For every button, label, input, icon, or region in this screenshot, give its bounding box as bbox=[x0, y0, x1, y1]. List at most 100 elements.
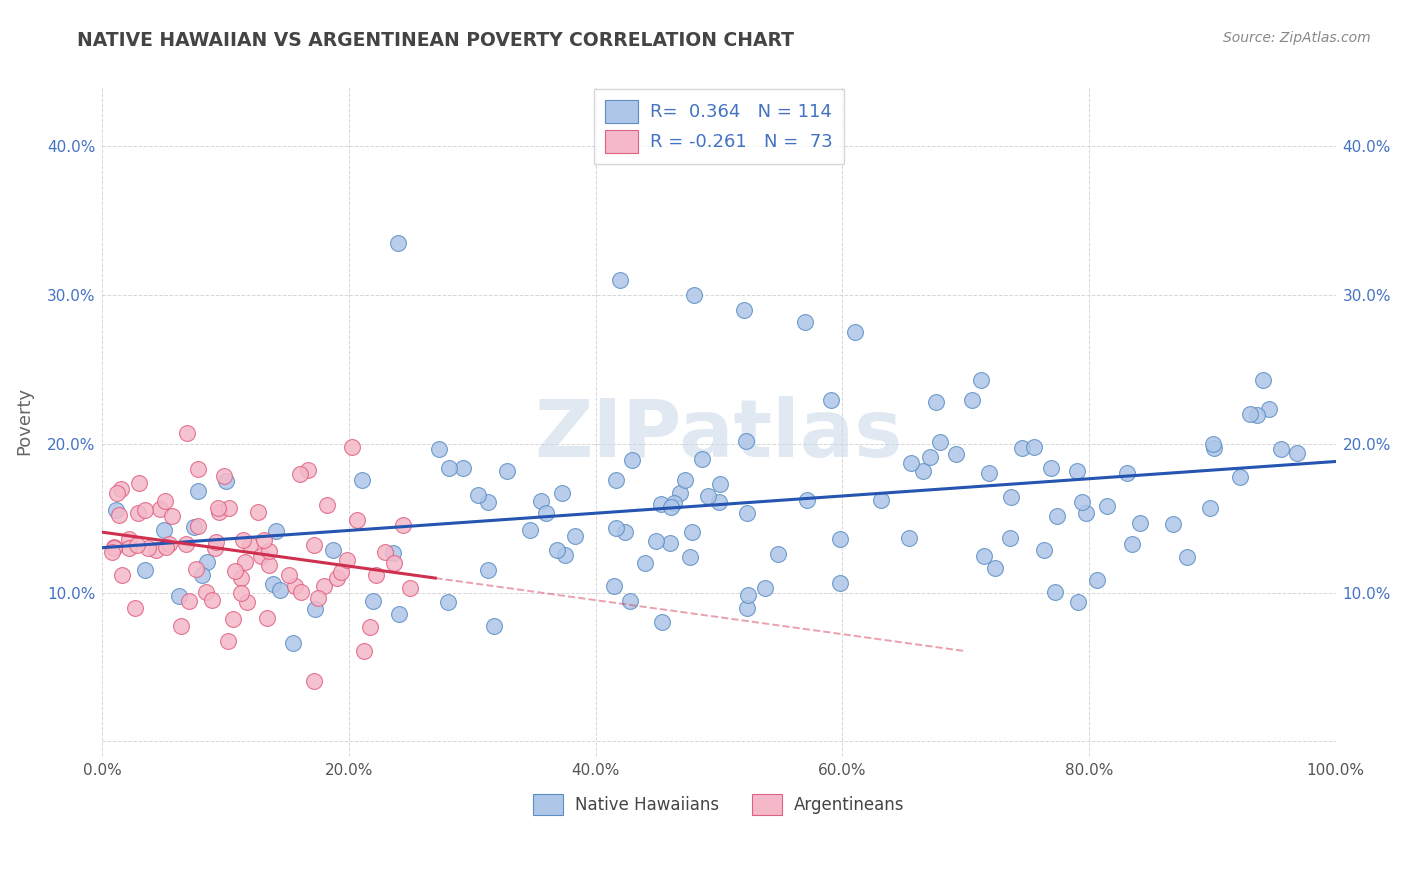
Point bbox=[187, 462, 209, 476]
Point bbox=[361, 594, 384, 608]
Point bbox=[204, 541, 226, 556]
Point bbox=[134, 503, 156, 517]
Point bbox=[735, 601, 758, 615]
Point bbox=[218, 500, 240, 515]
Point bbox=[246, 505, 269, 519]
Point bbox=[605, 521, 627, 535]
Point bbox=[170, 618, 193, 632]
Point bbox=[977, 466, 1000, 480]
Point bbox=[766, 547, 789, 561]
Point bbox=[297, 463, 319, 477]
Point bbox=[239, 538, 262, 552]
Point bbox=[437, 460, 460, 475]
Point bbox=[900, 456, 922, 470]
Point bbox=[103, 541, 125, 555]
Point bbox=[253, 533, 276, 548]
Point bbox=[1175, 550, 1198, 565]
Point bbox=[290, 584, 312, 599]
Point bbox=[212, 468, 235, 483]
Point bbox=[683, 287, 706, 301]
Point bbox=[329, 566, 352, 580]
Point bbox=[830, 532, 852, 546]
Point bbox=[186, 562, 208, 576]
Point bbox=[326, 571, 349, 585]
Point bbox=[690, 451, 713, 466]
Point bbox=[1199, 501, 1222, 516]
Point bbox=[236, 595, 259, 609]
Point bbox=[451, 461, 474, 475]
Point bbox=[392, 517, 415, 532]
Point bbox=[208, 505, 231, 519]
Point bbox=[477, 564, 499, 578]
Point bbox=[167, 589, 190, 603]
Point bbox=[160, 509, 183, 524]
Point bbox=[224, 564, 246, 578]
Point bbox=[262, 576, 284, 591]
Point bbox=[1161, 516, 1184, 531]
Point bbox=[546, 542, 568, 557]
Point bbox=[709, 476, 731, 491]
Point bbox=[187, 484, 209, 499]
Point bbox=[232, 533, 254, 547]
Point bbox=[269, 583, 291, 598]
Point bbox=[134, 564, 156, 578]
Legend: Native Hawaiians, Argentineans: Native Hawaiians, Argentineans bbox=[527, 787, 911, 822]
Point bbox=[183, 520, 205, 534]
Point bbox=[735, 506, 758, 520]
Point bbox=[1066, 465, 1088, 479]
Point bbox=[187, 519, 209, 533]
Point bbox=[259, 543, 281, 558]
Point bbox=[1043, 585, 1066, 599]
Point bbox=[155, 541, 177, 555]
Point bbox=[1116, 467, 1139, 481]
Point bbox=[970, 373, 993, 387]
Point bbox=[207, 500, 229, 515]
Point bbox=[609, 273, 631, 287]
Point bbox=[281, 636, 304, 650]
Text: ZIPatlas: ZIPatlas bbox=[534, 396, 903, 474]
Point bbox=[290, 467, 312, 481]
Point bbox=[353, 644, 375, 658]
Point bbox=[614, 525, 637, 540]
Point bbox=[205, 535, 228, 549]
Point bbox=[477, 495, 499, 509]
Point bbox=[828, 576, 851, 591]
Point bbox=[681, 525, 703, 540]
Point bbox=[1022, 440, 1045, 454]
Point bbox=[388, 607, 411, 621]
Point bbox=[278, 568, 301, 582]
Point bbox=[1085, 574, 1108, 588]
Point bbox=[1251, 373, 1274, 387]
Point bbox=[1129, 516, 1152, 530]
Point bbox=[733, 302, 755, 317]
Point bbox=[551, 486, 574, 500]
Point bbox=[387, 235, 409, 250]
Point bbox=[495, 464, 517, 478]
Point bbox=[820, 393, 842, 408]
Point bbox=[284, 579, 307, 593]
Point bbox=[153, 493, 176, 508]
Point bbox=[177, 594, 200, 608]
Point bbox=[754, 581, 776, 595]
Point bbox=[127, 538, 149, 552]
Point bbox=[249, 549, 271, 564]
Point bbox=[352, 473, 374, 487]
Point bbox=[1239, 407, 1261, 421]
Point bbox=[118, 533, 141, 547]
Point bbox=[359, 620, 381, 634]
Point bbox=[366, 568, 388, 582]
Point bbox=[735, 434, 758, 449]
Point bbox=[619, 594, 641, 608]
Point bbox=[534, 506, 557, 520]
Point bbox=[633, 556, 655, 570]
Point bbox=[737, 588, 759, 602]
Point bbox=[1000, 491, 1022, 505]
Text: NATIVE HAWAIIAN VS ARGENTINEAN POVERTY CORRELATION CHART: NATIVE HAWAIIAN VS ARGENTINEAN POVERTY C… bbox=[77, 31, 794, 50]
Point bbox=[340, 440, 363, 454]
Point bbox=[1258, 402, 1281, 417]
Point bbox=[190, 567, 212, 582]
Point bbox=[650, 497, 672, 511]
Point bbox=[437, 595, 460, 609]
Point bbox=[1246, 408, 1268, 422]
Point bbox=[658, 536, 681, 550]
